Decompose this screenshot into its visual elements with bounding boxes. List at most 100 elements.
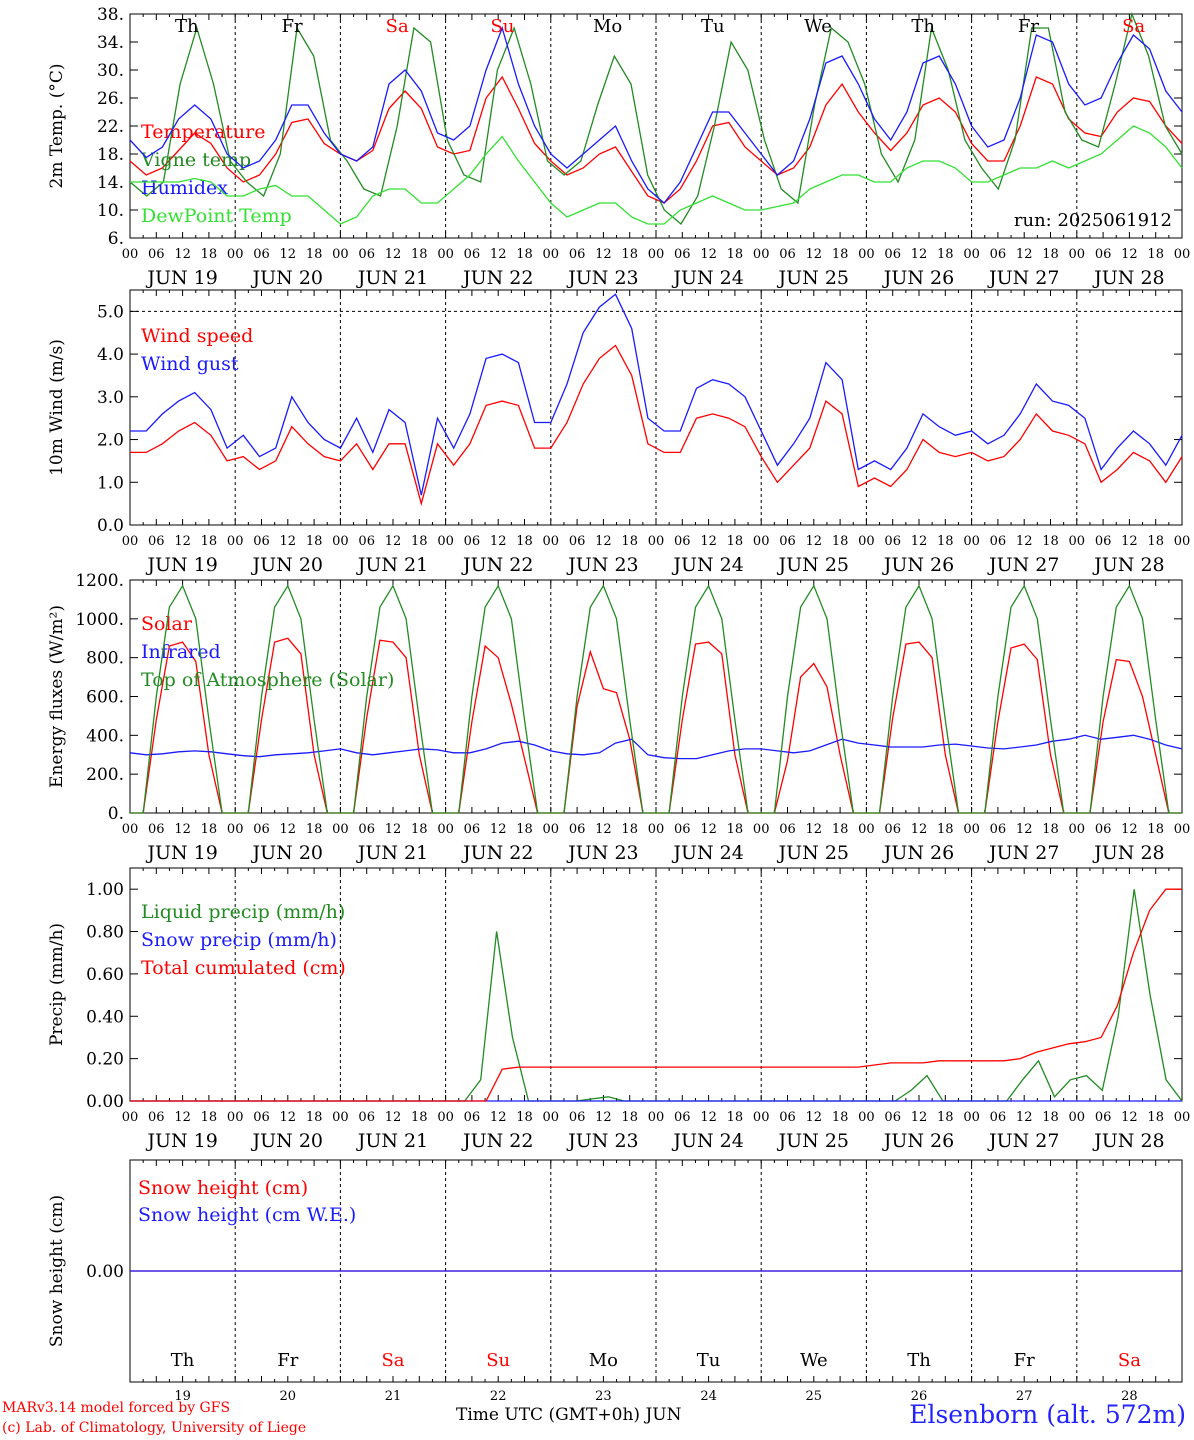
legend-temperature: Temperature [141,121,265,143]
hour-label: 06 [253,534,270,549]
hour-label: 00 [753,247,770,262]
hour-label: 00 [543,1110,560,1125]
legend-liquid-precip-mm-h-: Liquid precip (mm/h) [141,901,345,923]
hour-label: 12 [806,1110,823,1125]
hour-label: 18 [1147,1110,1164,1125]
hour-label: 06 [884,1110,901,1125]
hour-label: 06 [358,534,375,549]
hour-label: 12 [280,247,297,262]
hour-label: 06 [569,1110,586,1125]
date-label: JUN 27 [987,267,1059,289]
date-label: JUN 22 [461,1130,533,1152]
hour-label: 18 [937,247,954,262]
weekday-label: Th [911,16,935,37]
credits: MARv3.14 model forced by GFS (c) Lab. of… [2,1398,306,1438]
y-tick-label: 1.0 [97,473,124,493]
hour-label: 00 [332,822,349,837]
hour-label: 18 [937,1110,954,1125]
time-axis-label: Time UTC (GMT+0h) JUN [456,1405,682,1425]
hour-label: 00 [1069,822,1086,837]
hour-label: 06 [990,534,1007,549]
legend-vigne-temp: Vigne temp [140,149,251,171]
y-tick-label: 22. [97,117,124,137]
hour-label: 00 [437,247,454,262]
weekday-label: Th [171,1350,195,1371]
date-label: JUN 23 [566,267,638,289]
date-label: JUN 24 [671,842,743,864]
y-tick-label: 0.00 [86,1092,124,1112]
weekday-label: Sa [381,1350,404,1371]
date-label: JUN 21 [356,267,428,289]
hour-label: 00 [1174,247,1191,262]
hour-label: 00 [227,1110,244,1125]
hour-label: 18 [832,822,849,837]
hour-label: 06 [464,822,481,837]
hour-label: 18 [937,534,954,549]
hour-label: 12 [490,534,507,549]
hour-label: 00 [437,822,454,837]
run-annotation: run: 2025061912 [1014,210,1172,231]
hour-label: 06 [464,534,481,549]
hour-label: 18 [201,247,218,262]
day-number-label: 19 [174,1389,191,1404]
hour-label: 12 [280,534,297,549]
hour-label: 12 [174,1110,191,1125]
hour-label: 12 [911,534,928,549]
date-label: JUN 25 [777,554,849,576]
model-credit: MARv3.14 model forced by GFS [2,1400,231,1416]
hour-label: 18 [201,822,218,837]
hour-label: 06 [569,534,586,549]
hour-label: 00 [227,822,244,837]
hour-label: 12 [385,822,402,837]
hour-label: 06 [253,822,270,837]
weekday-label: Fr [281,16,302,37]
series-line-total-cumulated-cm- [130,888,1182,1102]
hour-label: 18 [727,534,744,549]
hour-label: 00 [122,534,139,549]
hour-label: 12 [1016,534,1033,549]
hour-label: 06 [779,534,796,549]
weekday-label: Fr [1014,1350,1035,1371]
hour-label: 18 [1147,822,1164,837]
date-label: JUN 19 [145,554,217,576]
hour-label: 06 [148,822,165,837]
station-name: Elsenborn (alt. 572m) [909,1400,1186,1429]
weekday-label: Mo [589,1350,618,1371]
hour-label: 00 [648,1110,665,1125]
date-label: JUN 22 [461,842,533,864]
hour-label: 12 [806,247,823,262]
weekday-label: We [804,16,832,37]
hour-label: 12 [911,1110,928,1125]
hour-label: 00 [753,1110,770,1125]
y-tick-label: 1200. [75,571,124,591]
hour-label: 18 [727,1110,744,1125]
date-label: JUN 27 [987,1130,1059,1152]
date-label: JUN 20 [251,1130,323,1152]
series-line-top-of-atmosphere-solar- [130,584,1182,814]
hour-label: 06 [779,1110,796,1125]
date-label: JUN 27 [987,842,1059,864]
day-number-label: 26 [911,1389,928,1404]
weekday-label: Sa [1122,16,1145,37]
series-line-humidex [129,25,1183,204]
hour-label: 00 [648,534,665,549]
y-tick-label: 2.0 [97,431,124,451]
date-label: JUN 20 [251,842,323,864]
hour-label: 00 [1069,1110,1086,1125]
date-label: JUN 26 [882,267,954,289]
series-line-vigne-temp [129,11,1183,225]
date-label: JUN 26 [882,842,954,864]
hour-label: 06 [569,822,586,837]
hour-label: 00 [753,822,770,837]
hour-label: 18 [621,247,638,262]
hour-label: 06 [674,822,691,837]
hour-label: 12 [911,822,928,837]
y-tick-label: 0.60 [86,965,124,985]
hour-label: 00 [332,534,349,549]
hour-label: 12 [1016,247,1033,262]
hour-label: 06 [990,1110,1007,1125]
y-tick-label: 200. [86,765,124,785]
y-tick-label: 0.80 [86,923,124,943]
series-line-infrared [129,734,1183,760]
series-line-dewpoint-temp [130,125,1183,225]
